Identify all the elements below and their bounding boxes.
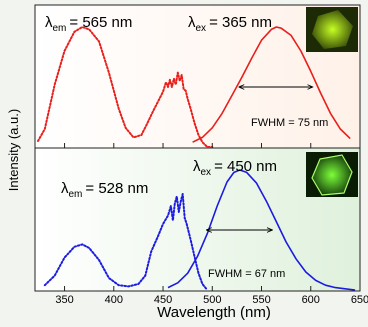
yellow-crystal-photo-icon (312, 10, 353, 49)
x-tick-label: 550 (252, 294, 270, 306)
bottom-fwhm-label: FWHM = 67 nm (208, 268, 285, 280)
bottom-inset-photo (306, 152, 358, 197)
x-axis-label: Wavelength (nm) (157, 304, 271, 321)
x-tick-label: 450 (154, 294, 172, 306)
x-tick-label: 650 (351, 294, 368, 306)
bottom-emission-dotted-curve (43, 193, 209, 291)
y-axis-label: Intensity (a.u.) (6, 109, 21, 191)
curves-layer (37, 26, 356, 291)
top-fwhm-label: FWHM = 75 nm (251, 117, 328, 129)
top-inset-photo (306, 7, 358, 52)
x-tick-label: 400 (105, 294, 123, 306)
top-em-label: λem = 565 nm (45, 14, 132, 34)
x-tick-label: 500 (203, 294, 221, 306)
x-tick-label: 600 (302, 294, 320, 306)
top-panel-background (34, 4, 361, 149)
bottom-ex-label: λex = 450 nm (193, 158, 277, 178)
top-ex-label: λex = 365 nm (188, 14, 272, 34)
green-crystal-photo-icon (311, 154, 353, 196)
x-axis-ticks: 350 400 450 500 550 600 650 (55, 143, 368, 306)
bottom-em-label: λem = 528 nm (61, 180, 148, 200)
top-excitation-solid-curve (192, 26, 351, 143)
x-tick-label: 350 (55, 294, 73, 306)
top-emission-dotted-curve (37, 26, 214, 148)
bottom-excitation-solid-curve (167, 169, 356, 291)
